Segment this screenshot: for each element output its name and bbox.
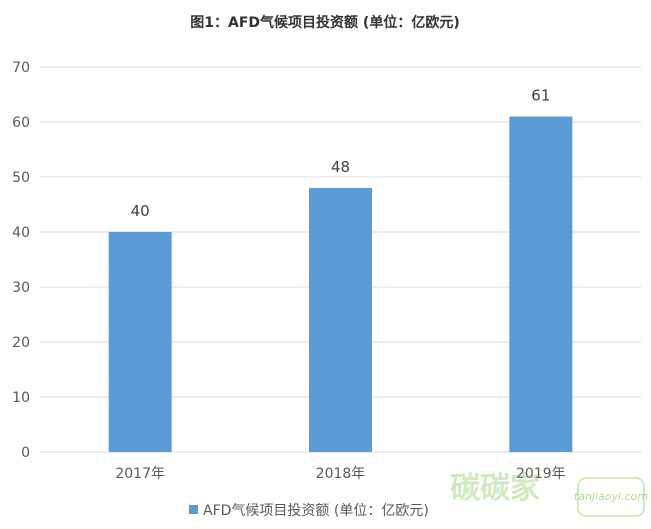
x-tick-label: 2018年 — [316, 466, 366, 482]
y-tick-label: 0 — [21, 445, 30, 461]
watermark-badge — [577, 477, 645, 517]
bar — [108, 232, 172, 452]
data-label: 48 — [331, 158, 350, 176]
data-label: 40 — [131, 202, 150, 220]
watermark-logo: 碳碳家 — [450, 471, 540, 506]
data-label: 61 — [531, 87, 550, 105]
y-tick-label: 50 — [12, 170, 30, 186]
watermark: 碳碳家 tanjiaoyi.com — [450, 471, 648, 517]
x-tick-label: 2019年 — [516, 466, 566, 482]
chart-title: 图1：AFD气候项目投资额 (单位：亿欧元) — [190, 14, 459, 31]
bar — [309, 188, 372, 452]
data-labels: 40 48 61 — [131, 87, 551, 221]
x-tick-label: 2017年 — [115, 466, 165, 482]
legend: AFD气候项目投资额 (单位：亿欧元) — [189, 503, 429, 519]
y-tick-label: 70 — [12, 60, 30, 76]
y-tick-label: 20 — [12, 335, 30, 351]
legend-label: AFD气候项目投资额 (单位：亿欧元) — [203, 503, 429, 519]
y-tick-label: 30 — [12, 280, 30, 296]
watermark-domain: tanjiaoyi.com — [574, 490, 648, 503]
y-tick-label: 40 — [12, 225, 30, 241]
bar — [509, 116, 573, 452]
bars — [108, 116, 573, 452]
y-axis: 0 10 20 30 40 50 60 70 — [12, 60, 30, 461]
y-tick-label: 10 — [12, 390, 30, 406]
legend-swatch — [189, 505, 198, 514]
x-axis: 2017年 2018年 2019年 — [115, 466, 565, 482]
y-tick-label: 60 — [12, 115, 30, 131]
